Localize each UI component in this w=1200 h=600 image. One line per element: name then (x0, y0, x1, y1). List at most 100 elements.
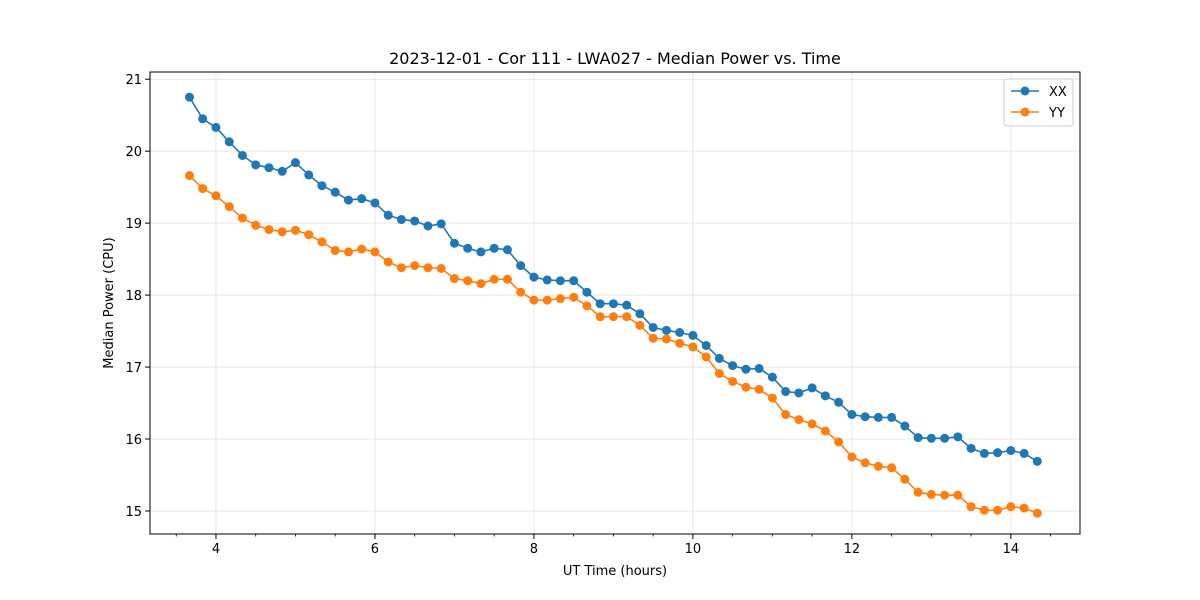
data-point-yy (185, 171, 195, 181)
data-point-yy (979, 505, 989, 515)
x-tick-label: 14 (1003, 542, 1020, 557)
data-point-xx (582, 287, 592, 297)
data-point-yy (714, 369, 724, 379)
data-point-xx (185, 92, 195, 102)
data-point-yy (900, 474, 910, 484)
y-tick-label: 17 (125, 361, 142, 376)
data-point-xx (741, 364, 751, 374)
data-point-xx (595, 299, 605, 309)
x-tick-label: 12 (844, 542, 861, 557)
data-point-yy (767, 393, 777, 403)
data-point-xx (993, 448, 1003, 458)
data-point-yy (449, 274, 459, 284)
chart-title: 2023-12-01 - Cor 111 - LWA027 - Median P… (389, 49, 841, 68)
data-point-xx (436, 219, 446, 229)
data-point-xx (277, 166, 287, 176)
data-point-yy (396, 263, 406, 273)
data-point-yy (330, 245, 340, 255)
data-point-xx (754, 363, 764, 373)
data-point-xx (635, 309, 645, 319)
data-point-xx (449, 238, 459, 248)
data-point-yy (383, 257, 393, 267)
data-point-xx (317, 181, 327, 191)
data-point-xx (794, 388, 804, 398)
data-point-yy (569, 292, 579, 302)
data-point-yy (622, 312, 632, 322)
data-point-yy (688, 342, 698, 352)
data-point-xx (198, 114, 208, 124)
data-point-yy (516, 287, 526, 297)
data-point-xx (1019, 448, 1029, 458)
data-point-xx (423, 221, 433, 231)
data-point-yy (608, 312, 618, 322)
data-point-yy (317, 237, 327, 247)
data-point-xx (979, 448, 989, 458)
data-point-yy (237, 213, 247, 223)
data-point-yy (555, 294, 565, 304)
data-point-xx (1006, 446, 1016, 456)
data-point-yy (661, 334, 671, 344)
data-point-yy (847, 452, 857, 462)
data-point-xx (900, 421, 910, 431)
y-axis: 15 16 17 18 19 20 21 (125, 73, 150, 520)
data-point-xx (661, 325, 671, 335)
y-tick-label: 15 (125, 505, 142, 520)
data-point-yy (781, 410, 791, 420)
data-point-xx (396, 215, 406, 225)
data-point-yy (794, 415, 804, 425)
data-point-xx (714, 353, 724, 363)
data-point-yy (251, 220, 261, 230)
plot-frame (149, 71, 1081, 535)
data-point-xx (847, 410, 857, 420)
data-point-xx (767, 372, 777, 382)
data-point-xx (463, 243, 473, 253)
data-point-xx (940, 433, 950, 443)
data-point-xx (502, 245, 512, 255)
series-yy (185, 171, 1042, 518)
data-point-yy (410, 261, 420, 271)
data-point-yy (701, 352, 711, 362)
data-point-yy (966, 502, 976, 512)
data-point-xx (913, 433, 923, 443)
data-point-xx (410, 216, 420, 226)
data-point-xx (608, 299, 618, 309)
y-tick-label: 21 (125, 73, 142, 88)
y-tick-label: 18 (125, 289, 142, 304)
data-point-yy (436, 263, 446, 273)
data-point-yy (873, 461, 883, 471)
data-point-xx (251, 160, 261, 170)
data-point-yy (940, 490, 950, 500)
data-point-yy (1006, 502, 1016, 512)
data-point-xx (290, 158, 300, 168)
data-point-yy (635, 320, 645, 330)
data-point-yy (357, 244, 367, 254)
legend-marker-yy (1020, 107, 1030, 117)
data-point-xx (555, 276, 565, 286)
data-point-xx (330, 187, 340, 197)
data-point-yy (860, 458, 870, 468)
data-point-xx (211, 122, 221, 132)
data-point-xx (1032, 456, 1042, 466)
data-point-xx (953, 432, 963, 442)
data-point-yy (290, 225, 300, 235)
data-point-yy (834, 437, 844, 447)
data-point-xx (542, 275, 552, 285)
data-point-yy (423, 263, 433, 273)
x-tick-label: 8 (530, 542, 538, 557)
data-point-yy (198, 184, 208, 194)
x-tick-label: 10 (685, 542, 702, 557)
data-point-yy (648, 333, 658, 343)
data-point-xx (648, 322, 658, 332)
data-point-yy (277, 227, 287, 237)
series-layer (185, 92, 1042, 518)
data-point-yy (370, 247, 380, 257)
data-point-yy (489, 274, 499, 284)
data-point-yy (343, 247, 353, 257)
data-point-yy (582, 301, 592, 311)
y-tick-label: 20 (125, 145, 142, 160)
data-point-xx (569, 276, 579, 286)
legend-marker-xx (1020, 86, 1030, 96)
data-point-xx (781, 387, 791, 397)
data-point-yy (542, 295, 552, 305)
data-point-xx (224, 137, 234, 147)
